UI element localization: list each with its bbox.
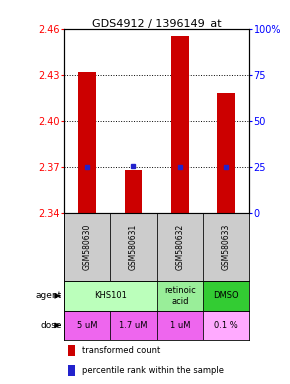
Bar [157, 311, 203, 340]
Bar [171, 36, 188, 214]
Text: retinoic
acid: retinoic acid [164, 286, 196, 306]
Title: GDS4912 / 1396149_at: GDS4912 / 1396149_at [92, 18, 221, 29]
Text: agent: agent [36, 291, 62, 300]
Text: GSM580633: GSM580633 [222, 224, 231, 270]
Bar [78, 72, 96, 214]
Bar [64, 281, 157, 311]
Text: KHS101: KHS101 [94, 291, 127, 300]
Text: 5 uM: 5 uM [77, 321, 97, 330]
Bar [203, 214, 249, 281]
Text: GSM580631: GSM580631 [129, 224, 138, 270]
Text: 1.7 uM: 1.7 uM [119, 321, 148, 330]
Bar [157, 281, 203, 311]
Text: GSM580632: GSM580632 [175, 224, 184, 270]
Bar [218, 93, 235, 214]
Text: percentile rank within the sample: percentile rank within the sample [82, 366, 224, 375]
Bar [68, 345, 75, 356]
Bar [110, 214, 157, 281]
Text: transformed count: transformed count [82, 346, 161, 355]
Text: dose: dose [40, 321, 62, 330]
Bar [64, 214, 110, 281]
Bar [64, 311, 110, 340]
Bar [203, 311, 249, 340]
Text: GSM580630: GSM580630 [82, 224, 92, 270]
Bar [157, 214, 203, 281]
Bar [68, 365, 75, 376]
Bar [125, 170, 142, 214]
Text: 1 uM: 1 uM [170, 321, 190, 330]
Bar [203, 281, 249, 311]
Bar [110, 311, 157, 340]
Text: DMSO: DMSO [213, 291, 239, 300]
Text: 0.1 %: 0.1 % [214, 321, 238, 330]
